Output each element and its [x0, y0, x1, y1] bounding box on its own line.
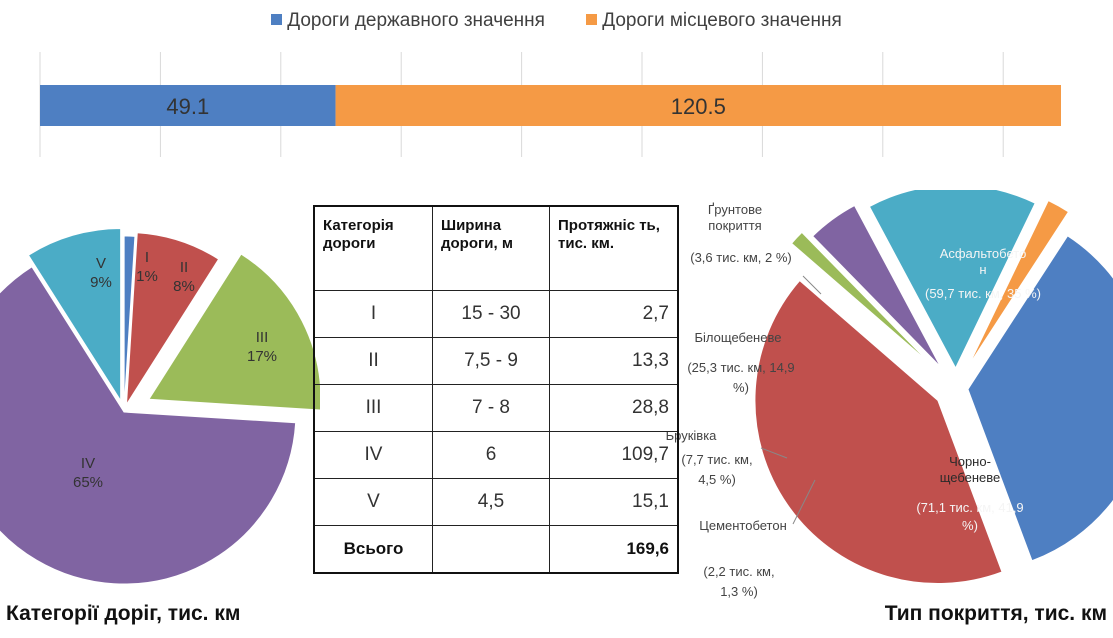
bar-data-label: 120.5: [671, 94, 726, 119]
pie-slice-surface-1: [754, 279, 1003, 585]
pie-label-category-0: I 1%: [136, 249, 158, 285]
legend-label-local-roads: Дороги місцевого значення: [602, 10, 842, 31]
pie-label-category-4: V 9%: [90, 255, 112, 291]
pie-label-asphalt: Асфальтобето н: [940, 246, 1027, 277]
bar-segment-local-roads: [335, 85, 1061, 126]
surface-chart-title: Тип покриття, тис. км: [884, 602, 1107, 625]
pie-slice-surface-2: [790, 231, 931, 364]
categories-chart-title: Категорії доріг, тис. км: [6, 602, 241, 625]
pie-label-category-3: IV 65%: [73, 455, 103, 491]
pie-slice-surface-4: [868, 190, 1036, 370]
cell-length: 2,7: [549, 289, 679, 338]
cell-width: 6: [432, 430, 550, 479]
leader-line-dirt: [802, 275, 822, 295]
pie-slice-category-1: [125, 232, 220, 405]
pie-label-cement: Цементобетон: [699, 518, 787, 533]
cell-width: 4,5: [432, 477, 550, 526]
table-row: V 4,5 15,1: [313, 477, 679, 526]
cell-width: 7 - 8: [432, 383, 550, 432]
legend-swatch-local-roads: [586, 14, 598, 25]
pie-slice-category-2: [148, 253, 320, 411]
table-row: ІV 6 109,7: [313, 430, 679, 479]
pie-label-category-2: III 17%: [247, 329, 277, 365]
cell-category: ІV: [313, 430, 433, 479]
leader-line-cobblestone: [760, 447, 788, 459]
pie-slice-category-0: [123, 235, 136, 409]
header-category: Категорія дороги: [313, 205, 433, 291]
stacked-bar-chart: 49.1 120.5: [39, 52, 1061, 157]
cell-category: ІІІ: [313, 383, 433, 432]
leader-line-cement: [792, 479, 816, 525]
pie-label-dirt: Ґрунтове покриття: [708, 202, 762, 233]
table-row: І 15 - 30 2,7: [313, 289, 679, 338]
pie-label-category-1: II 8%: [173, 259, 195, 295]
pie-slice-category-3: [0, 266, 297, 585]
cell-length: 15,1: [549, 477, 679, 526]
pie-value-asphalt: (59,7 тис. км, 35 %): [925, 286, 1041, 301]
bar-segment-state-roads: [40, 85, 336, 126]
road-categories-table: Категорія дороги Ширина дороги, м Протяж…: [313, 205, 679, 574]
pie-value-white-stone: (25,3 тис. км, 14,9%): [687, 360, 794, 395]
total-length: 169,6: [549, 524, 679, 573]
total-width: [432, 524, 550, 573]
table-row: ІІ 7,5 - 9 13,3: [313, 336, 679, 385]
total-label: Всього: [313, 524, 433, 573]
legend-swatch-state-roads: [271, 14, 283, 25]
pie-value-cement: (2,2 тис. км, 1,3 %): [703, 564, 774, 599]
table-total-row: Всього 169,6: [313, 524, 679, 573]
pie-value-dirt: (3,6 тис. км, 2 %): [690, 250, 792, 265]
surface-type-pie-chart: Асфальтобето н (59,7 тис. км, 35 %) Чорно-щ…: [666, 190, 1113, 599]
cell-width: 7,5 - 9: [432, 336, 550, 385]
cell-width: 15 - 30: [432, 289, 550, 338]
pie-slice-surface-5: [968, 199, 1070, 366]
pie-label-crushed-stone: Чорно-щебеневе: [940, 454, 1001, 485]
pie-slice-category-4: [27, 227, 122, 403]
pie-value-crushed-stone: (71,1 тис. км, 41,9%): [916, 500, 1023, 533]
legend-item-state-roads: Дороги державного значення: [271, 10, 545, 32]
bar-data-label: 49.1: [166, 94, 209, 119]
header-length: Протяжніс ть, тис. км.: [549, 205, 679, 291]
pie-slice-surface-0: [967, 235, 1113, 562]
table-row: ІІІ 7 - 8 28,8: [313, 383, 679, 432]
legend-item-local-roads: Дороги місцевого значення: [586, 10, 842, 32]
cell-length: 28,8: [549, 383, 679, 432]
table-header-row: Категорія дороги Ширина дороги, м Протяж…: [313, 205, 679, 291]
cell-category: ІІ: [313, 336, 433, 385]
stacked-bar-legend: Дороги державного значення Дороги місцев…: [0, 10, 1113, 32]
cell-length: 13,3: [549, 336, 679, 385]
road-categories-pie-chart: I 1% II 8% III 17% IV 65% V 9%: [0, 227, 320, 585]
pie-label-white-stone: Білощебеневе: [695, 330, 782, 345]
cell-length: 109,7: [549, 430, 679, 479]
cell-category: І: [313, 289, 433, 338]
pie-slice-surface-3: [812, 204, 942, 368]
header-width: Ширина дороги, м: [432, 205, 550, 291]
cell-category: V: [313, 477, 433, 526]
pie-value-cobblestone: (7,7 тис. км, 4,5 %): [681, 452, 752, 487]
legend-label-state-roads: Дороги державного значення: [287, 10, 545, 31]
